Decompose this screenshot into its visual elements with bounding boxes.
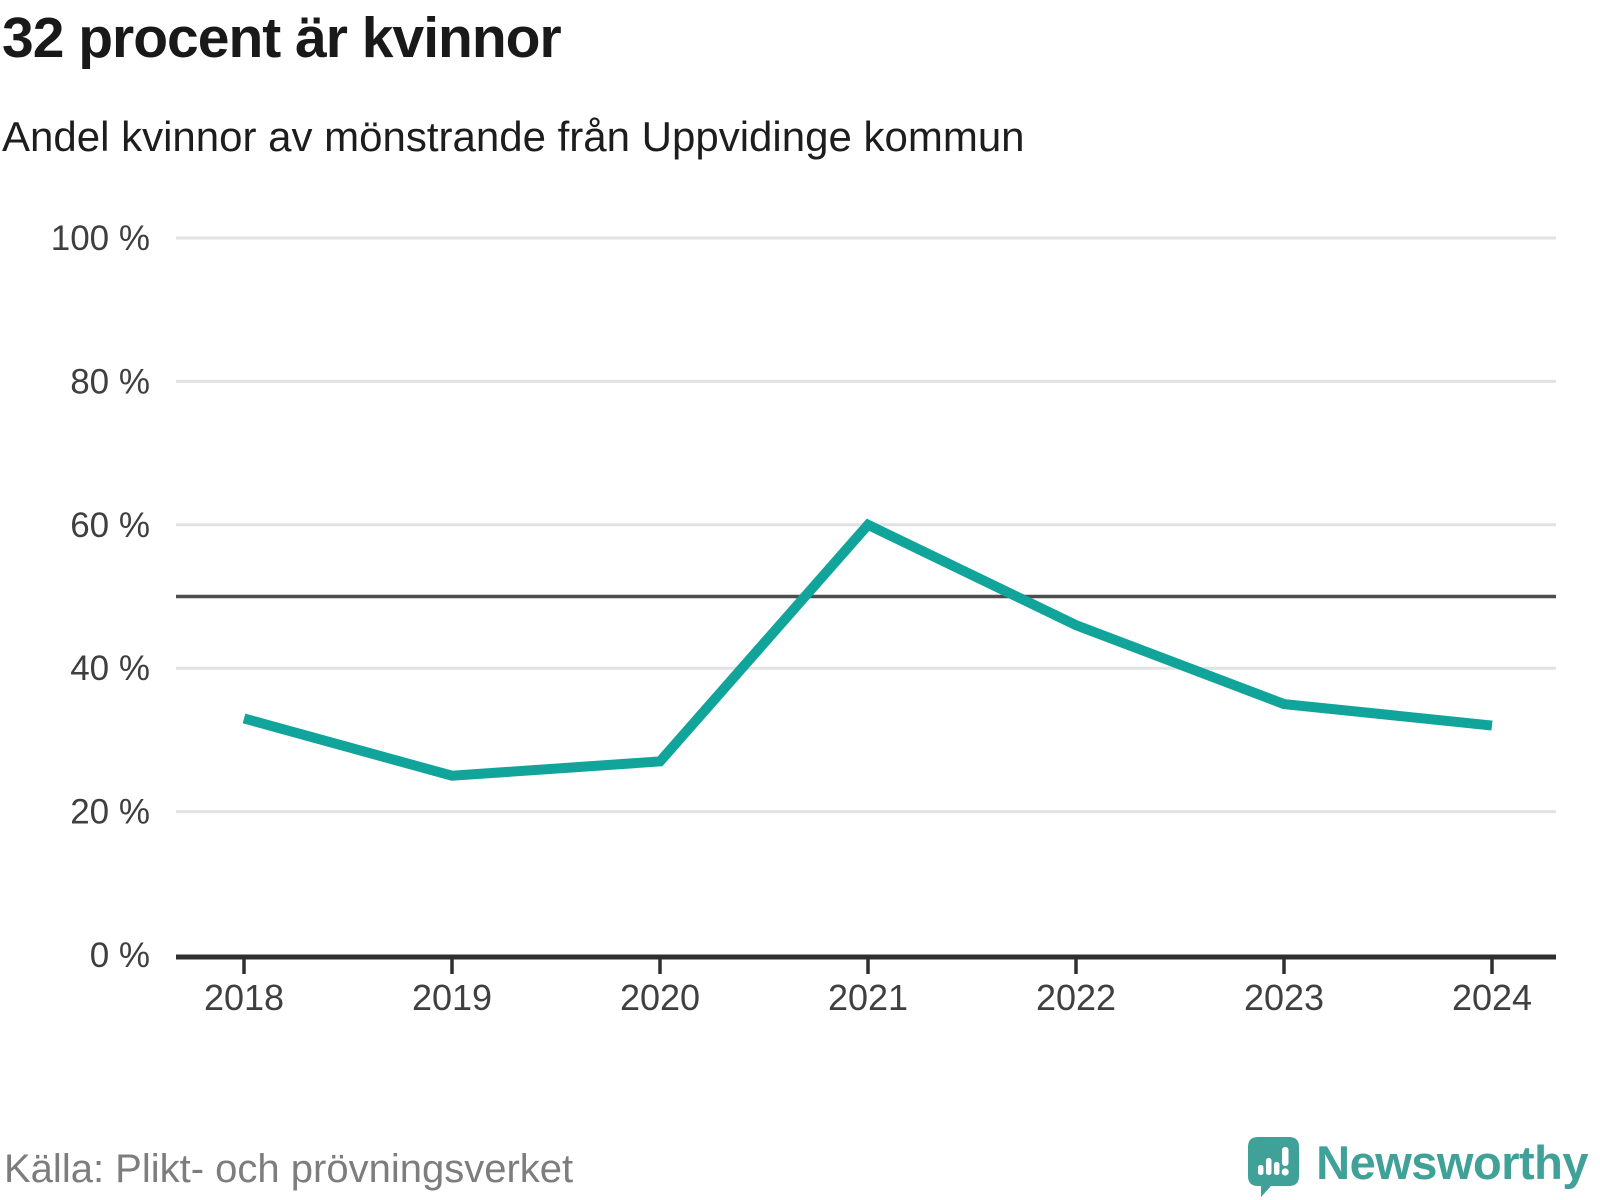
y-tick-label: 80 % [70,362,150,401]
x-tick-label: 2024 [1452,977,1532,1018]
x-tick-label: 2022 [1036,977,1116,1018]
x-tick-label: 2021 [828,977,908,1018]
source-note: Källa: Plikt- och prövningsverket [4,1147,574,1191]
logo-exclamation-dot [1281,1167,1289,1176]
chart-header: 32 procent är kvinnor Andel kvinnor av m… [0,0,1600,160]
brand-name: Newsworthy [1316,1136,1588,1189]
x-tick-label: 2019 [412,977,492,1018]
y-tick-label: 20 % [70,793,150,832]
logo-bubble-shape [1248,1136,1300,1197]
x-tick-label: 2020 [620,977,700,1018]
y-tick-label: 60 % [70,506,150,545]
y-tick-label: 100 % [51,219,150,258]
y-tick-label: 40 % [70,649,150,688]
data-line [242,518,1493,781]
newsworthy-logo-icon [1248,1136,1300,1197]
logo-exclamation-bar [1282,1146,1289,1166]
x-tick-label: 2023 [1244,977,1324,1018]
y-tick-label: 0 % [90,936,150,975]
logo-bar-2 [1266,1157,1272,1175]
logo-bar-3 [1274,1161,1280,1175]
brand-lockup: Newsworthy [1247,1135,1588,1198]
chart-subtitle: Andel kvinnor av mönstrande från Uppvidi… [2,112,1025,160]
chart-title: 32 procent är kvinnor [2,6,562,70]
logo-bar-1 [1258,1164,1264,1175]
chart-footer: Källa: Plikt- och prövningsverket Newswo… [0,1120,1600,1200]
x-tick-label: 2018 [204,977,284,1018]
